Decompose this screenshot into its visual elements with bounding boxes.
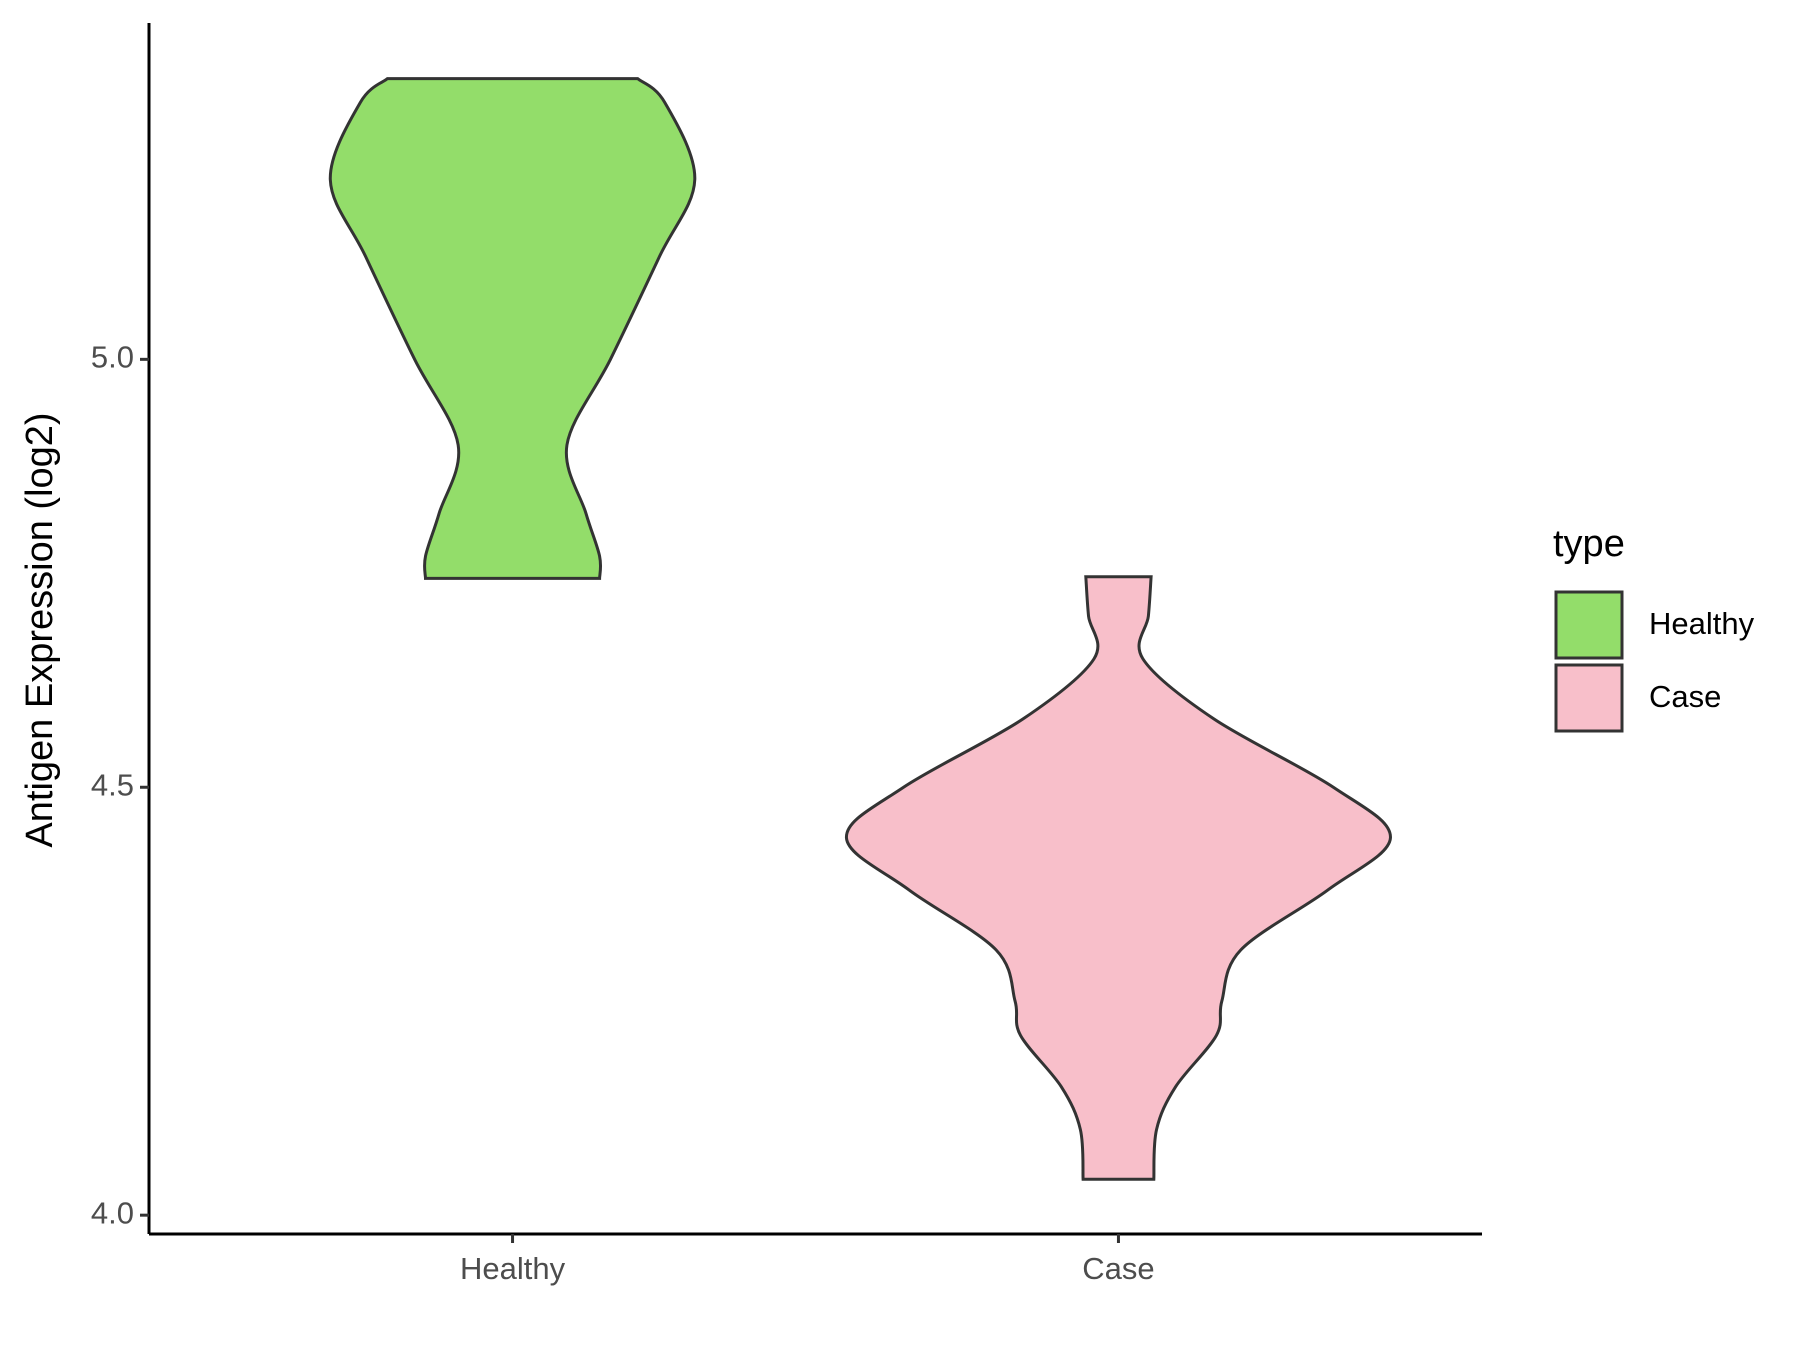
legend-key xyxy=(1554,663,1624,733)
legend-label: Healthy xyxy=(1649,606,1755,641)
y-tick-label: 4.0 xyxy=(91,1195,134,1230)
legend-label: Case xyxy=(1649,679,1721,714)
y-tick-label: 5.0 xyxy=(91,340,134,375)
violin xyxy=(328,77,697,580)
y-axis-title: Antigen Expression (log2) xyxy=(19,412,61,847)
legend-key xyxy=(1554,590,1624,660)
legend-title: type xyxy=(1553,523,1625,565)
x-tick-label: Healthy xyxy=(460,1251,566,1286)
violin xyxy=(844,575,1392,1181)
y-tick-label: 4.5 xyxy=(91,767,134,802)
x-tick-label: Case xyxy=(1082,1251,1154,1286)
